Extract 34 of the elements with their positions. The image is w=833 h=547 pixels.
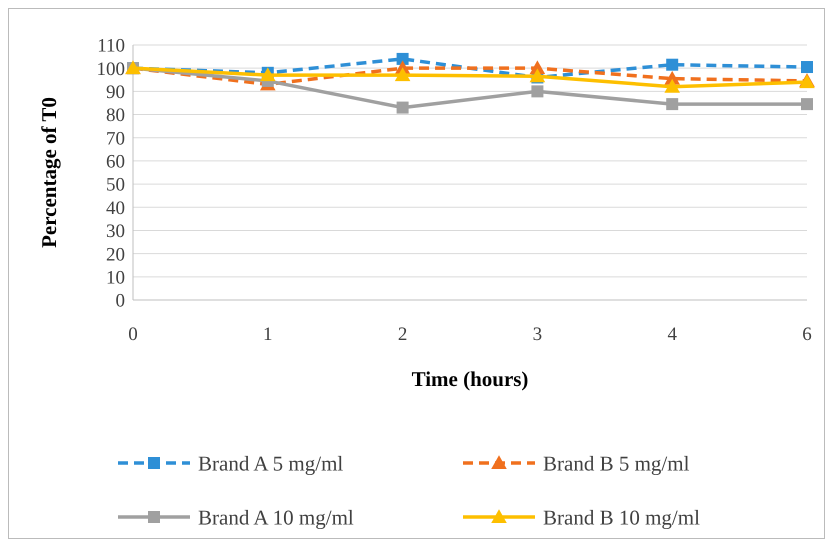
legend-label: Brand A 10 mg/ml bbox=[198, 505, 354, 530]
y-tick-label: 40 bbox=[106, 198, 125, 219]
x-axis-title: Time (hours) bbox=[412, 367, 528, 391]
point bbox=[801, 61, 813, 74]
x-tick-label: 4 bbox=[667, 324, 678, 345]
y-tick-label: 100 bbox=[96, 58, 125, 80]
point bbox=[666, 58, 678, 71]
legend-label: Brand B 10 mg/ml bbox=[543, 505, 700, 530]
point bbox=[260, 67, 276, 82]
y-tick-label: 0 bbox=[116, 290, 125, 312]
y-tick-label: 10 bbox=[106, 267, 125, 288]
legend-label: Brand A 5 mg/ml bbox=[198, 451, 344, 476]
y-tick-label: 70 bbox=[106, 128, 125, 150]
y-tick-label: 50 bbox=[106, 174, 125, 196]
legend-label: Brand B 5 mg/ml bbox=[543, 451, 690, 476]
y-tick-label: 90 bbox=[106, 82, 125, 104]
x-tick-label: 1 bbox=[263, 324, 273, 345]
point bbox=[531, 85, 544, 98]
x-tick-label: 2 bbox=[398, 324, 408, 345]
point bbox=[801, 98, 813, 110]
y-tick-label: 30 bbox=[106, 221, 125, 242]
point bbox=[396, 52, 409, 65]
x-tick-label: 3 bbox=[532, 324, 542, 345]
y-tick-label: 110 bbox=[97, 36, 125, 57]
point bbox=[664, 78, 680, 93]
y-tick-label: 80 bbox=[106, 105, 125, 126]
point bbox=[666, 98, 678, 110]
y-tick-label: 20 bbox=[106, 244, 125, 266]
x-tick-label: 0 bbox=[128, 324, 138, 345]
x-tick-label: 6 bbox=[802, 324, 812, 345]
point bbox=[394, 67, 410, 82]
y-axis-title: Percentage of T0 bbox=[37, 97, 61, 248]
y-tick-label: 60 bbox=[106, 152, 125, 173]
point bbox=[396, 102, 409, 114]
